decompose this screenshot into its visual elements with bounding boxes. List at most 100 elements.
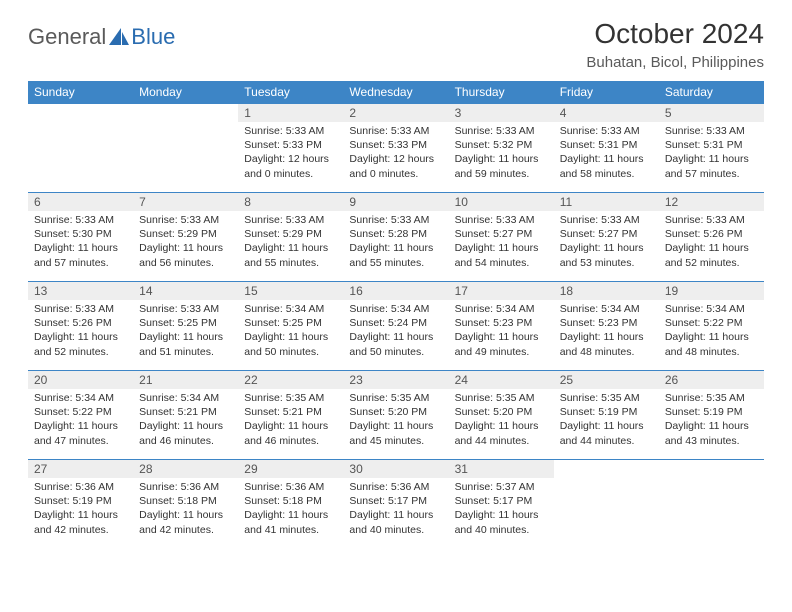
calendar-cell: 30Sunrise: 5:36 AMSunset: 5:17 PMDayligh… [343,460,448,549]
calendar-cell: 17Sunrise: 5:34 AMSunset: 5:23 PMDayligh… [449,282,554,371]
sunset-text: Sunset: 5:23 PM [455,316,548,330]
calendar-cell: 6Sunrise: 5:33 AMSunset: 5:30 PMDaylight… [28,193,133,282]
sunset-text: Sunset: 5:31 PM [560,138,653,152]
calendar-cell: 14Sunrise: 5:33 AMSunset: 5:25 PMDayligh… [133,282,238,371]
sunrise-text: Sunrise: 5:34 AM [665,302,758,316]
sunrise-text: Sunrise: 5:33 AM [665,124,758,138]
sunrise-text: Sunrise: 5:37 AM [455,480,548,494]
day-details: Sunrise: 5:33 AMSunset: 5:32 PMDaylight:… [449,122,554,185]
day-number: 5 [659,104,764,122]
sunset-text: Sunset: 5:21 PM [139,405,232,419]
daylight-text: Daylight: 11 hours and 55 minutes. [349,241,442,269]
sunrise-text: Sunrise: 5:34 AM [560,302,653,316]
daylight-text: Daylight: 12 hours and 0 minutes. [349,152,442,180]
day-number: 7 [133,193,238,211]
daylight-text: Daylight: 11 hours and 55 minutes. [244,241,337,269]
calendar-cell: 2 Sunrise: 5:33 AMSunset: 5:33 PMDaylight… [343,104,448,193]
calendar-cell: 22Sunrise: 5:35 AMSunset: 5:21 PMDayligh… [238,371,343,460]
logo-text-general: General [28,24,106,50]
sunrise-text: Sunrise: 5:35 AM [455,391,548,405]
day-number: 3 [449,104,554,122]
sunset-text: Sunset: 5:20 PM [349,405,442,419]
daylight-text: Daylight: 11 hours and 54 minutes. [455,241,548,269]
day-number: 2 [343,104,448,122]
daylight-text: Daylight: 11 hours and 53 minutes. [560,241,653,269]
day-details: Sunrise: 5:35 AMSunset: 5:20 PMDaylight:… [343,389,448,452]
daylight-text: Daylight: 11 hours and 50 minutes. [349,330,442,358]
day-number: 13 [28,282,133,300]
day-details: Sunrise: 5:34 AMSunset: 5:21 PMDaylight:… [133,389,238,452]
sunrise-text: Sunrise: 5:33 AM [349,124,442,138]
day-details: Sunrise: 5:34 AMSunset: 5:23 PMDaylight:… [554,300,659,363]
day-number: 9 [343,193,448,211]
day-details: Sunrise: 5:33 AMSunset: 5:31 PMDaylight:… [554,122,659,185]
day-number: 28 [133,460,238,478]
sunset-text: Sunset: 5:20 PM [455,405,548,419]
day-details: Sunrise: 5:33 AMSunset: 5:26 PMDaylight:… [28,300,133,363]
weekday-header: Tuesday [238,81,343,104]
sunset-text: Sunset: 5:19 PM [560,405,653,419]
sunset-text: Sunset: 5:29 PM [244,227,337,241]
calendar-cell: 21Sunrise: 5:34 AMSunset: 5:21 PMDayligh… [133,371,238,460]
day-number: 12 [659,193,764,211]
day-number: 11 [554,193,659,211]
day-number: 6 [28,193,133,211]
calendar-cell: 18Sunrise: 5:34 AMSunset: 5:23 PMDayligh… [554,282,659,371]
day-number: 24 [449,371,554,389]
sunrise-text: Sunrise: 5:34 AM [349,302,442,316]
day-details: Sunrise: 5:34 AMSunset: 5:23 PMDaylight:… [449,300,554,363]
day-details: Sunrise: 5:36 AMSunset: 5:17 PMDaylight:… [343,478,448,541]
day-number: 8 [238,193,343,211]
day-number: 10 [449,193,554,211]
daylight-text: Daylight: 11 hours and 48 minutes. [665,330,758,358]
day-number: 4 [554,104,659,122]
day-details: Sunrise: 5:33 AMSunset: 5:31 PMDaylight:… [659,122,764,185]
calendar-cell: 20 Sunrise: 5:34 AMSunset: 5:22 PMDayligh… [28,371,133,460]
day-details: Sunrise: 5:36 AMSunset: 5:18 PMDaylight:… [238,478,343,541]
sunrise-text: Sunrise: 5:35 AM [244,391,337,405]
sunrise-text: Sunrise: 5:35 AM [560,391,653,405]
day-details: Sunrise: 5:34 AMSunset: 5:24 PMDaylight:… [343,300,448,363]
calendar-cell: 4Sunrise: 5:33 AMSunset: 5:31 PMDaylight… [554,104,659,193]
sunrise-text: Sunrise: 5:34 AM [34,391,127,405]
calendar-cell: 28Sunrise: 5:36 AMSunset: 5:18 PMDayligh… [133,460,238,549]
logo-text-blue: Blue [131,24,175,50]
daylight-text: Daylight: 11 hours and 57 minutes. [665,152,758,180]
weekday-header: Monday [133,81,238,104]
day-details: Sunrise: 5:33 AMSunset: 5:33 PMDaylight:… [238,122,343,185]
daylight-text: Daylight: 11 hours and 49 minutes. [455,330,548,358]
calendar-cell: 31Sunrise: 5:37 AMSunset: 5:17 PMDayligh… [449,460,554,549]
day-number: 30 [343,460,448,478]
day-details: Sunrise: 5:33 AMSunset: 5:29 PMDaylight:… [238,211,343,274]
day-number: 17 [449,282,554,300]
sunset-text: Sunset: 5:26 PM [34,316,127,330]
daylight-text: Daylight: 12 hours and 0 minutes. [244,152,337,180]
calendar-cell: 24Sunrise: 5:35 AMSunset: 5:20 PMDayligh… [449,371,554,460]
logo: General Blue [28,24,175,50]
sunset-text: Sunset: 5:30 PM [34,227,127,241]
sunset-text: Sunset: 5:24 PM [349,316,442,330]
sunset-text: Sunset: 5:25 PM [139,316,232,330]
daylight-text: Daylight: 11 hours and 50 minutes. [244,330,337,358]
day-details: Sunrise: 5:33 AMSunset: 5:27 PMDaylight:… [449,211,554,274]
calendar-cell: 10Sunrise: 5:33 AMSunset: 5:27 PMDayligh… [449,193,554,282]
day-number: 20 [28,371,133,389]
sunset-text: Sunset: 5:28 PM [349,227,442,241]
calendar-cell: 16Sunrise: 5:34 AMSunset: 5:24 PMDayligh… [343,282,448,371]
daylight-text: Daylight: 11 hours and 47 minutes. [34,419,127,447]
sunset-text: Sunset: 5:33 PM [349,138,442,152]
calendar-body: 1Sunrise: 5:33 AMSunset: 5:33 PMDaylight… [28,104,764,549]
sunset-text: Sunset: 5:22 PM [34,405,127,419]
sunrise-text: Sunrise: 5:33 AM [455,124,548,138]
header: General Blue October 2024 Buhatan, Bicol… [28,18,764,71]
weekday-header: Friday [554,81,659,104]
day-number: 25 [554,371,659,389]
calendar-cell: 1Sunrise: 5:33 AMSunset: 5:33 PMDaylight… [238,104,343,193]
calendar-cell: 12Sunrise: 5:33 AMSunset: 5:26 PMDayligh… [659,193,764,282]
day-details: Sunrise: 5:35 AMSunset: 5:19 PMDaylight:… [659,389,764,452]
daylight-text: Daylight: 11 hours and 51 minutes. [139,330,232,358]
day-number: 21 [133,371,238,389]
daylight-text: Daylight: 11 hours and 58 minutes. [560,152,653,180]
day-number: 14 [133,282,238,300]
calendar-cell [28,104,133,193]
